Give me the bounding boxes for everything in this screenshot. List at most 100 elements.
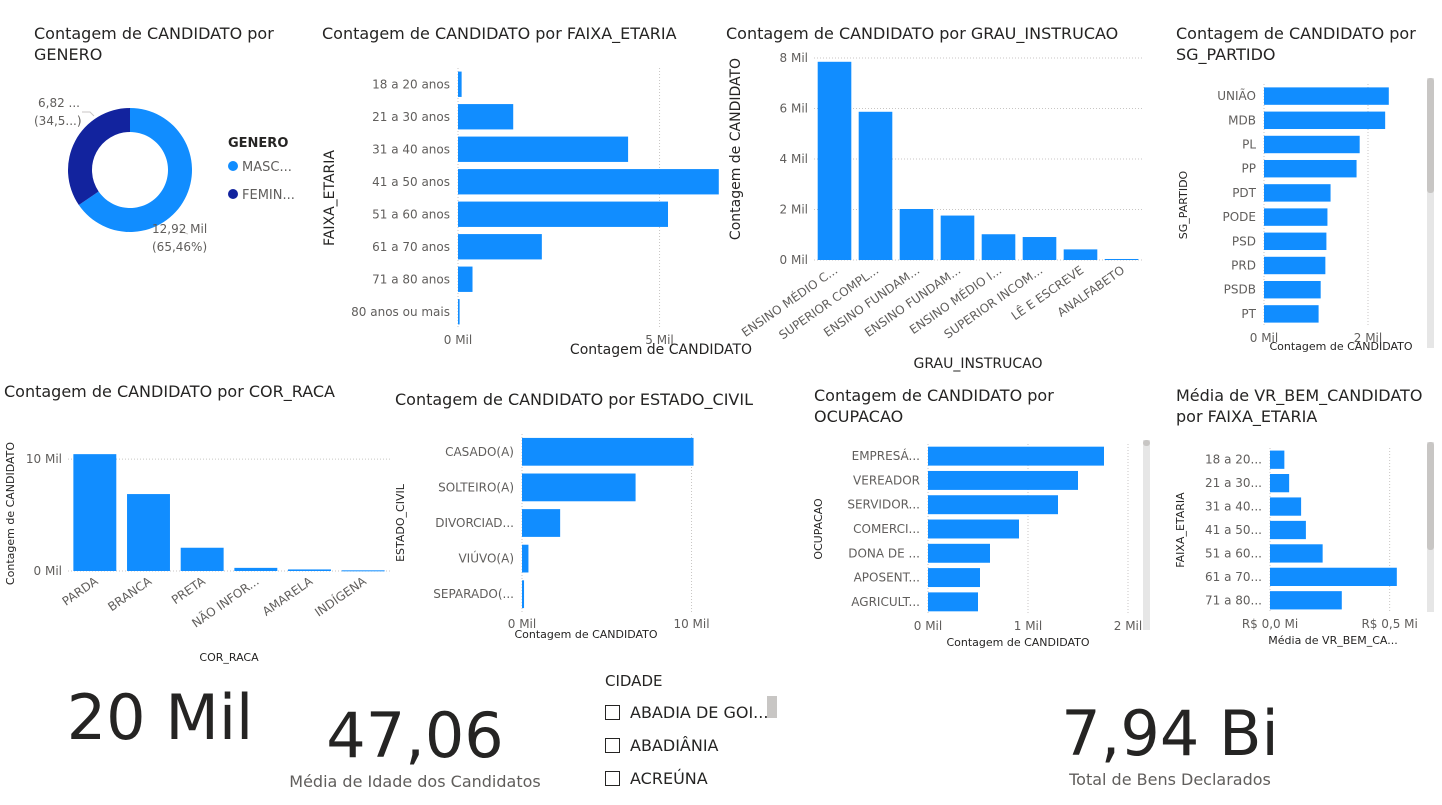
bar[interactable] bbox=[1264, 135, 1360, 154]
bar[interactable] bbox=[928, 519, 1019, 539]
bar[interactable] bbox=[522, 437, 694, 466]
bar[interactable] bbox=[522, 509, 561, 537]
donut-slice[interactable] bbox=[78, 108, 192, 232]
visual-grau-instrucao[interactable]: Contagem de CANDIDATO por GRAU_INSTRUCAO… bbox=[722, 20, 1162, 380]
bar[interactable] bbox=[928, 543, 990, 563]
x-tick-label: R$ 0,0 Mi bbox=[1242, 617, 1298, 631]
x-category-label: BRANCA bbox=[105, 574, 155, 615]
y-category-label: 21 a 30... bbox=[1205, 476, 1262, 490]
bar[interactable] bbox=[928, 568, 980, 588]
visual-ocupacao[interactable]: Contagem de CANDIDATO por OCUPACAO 0 Mil… bbox=[808, 384, 1164, 668]
scrollbar[interactable] bbox=[1143, 440, 1150, 630]
checkbox[interactable] bbox=[605, 738, 620, 753]
bar[interactable] bbox=[458, 104, 514, 130]
bar[interactable] bbox=[1264, 305, 1319, 323]
bar[interactable] bbox=[1264, 280, 1321, 299]
kpi-media-idade: 47,06 Média de Idade dos Candidatos bbox=[270, 704, 560, 792]
bar[interactable] bbox=[73, 454, 117, 571]
y-category-label: 41 a 50 anos bbox=[372, 175, 450, 189]
visual-cor-raca[interactable]: Contagem de CANDIDATO por COR_RACA 0 Mil… bbox=[0, 378, 395, 668]
bar[interactable] bbox=[1264, 232, 1327, 251]
bar[interactable] bbox=[234, 567, 278, 571]
bar[interactable] bbox=[180, 547, 224, 571]
slicer-item[interactable]: ABADIA DE GOI... bbox=[605, 696, 785, 729]
bar[interactable] bbox=[1264, 87, 1389, 105]
bar[interactable] bbox=[817, 61, 852, 260]
bar[interactable] bbox=[458, 266, 473, 292]
bar[interactable] bbox=[940, 215, 975, 260]
bar[interactable] bbox=[1270, 591, 1342, 610]
visual-estado-civil[interactable]: Contagem de CANDIDATO por ESTADO_CIVIL 0… bbox=[390, 386, 800, 668]
slicer-item[interactable]: ACREÚNA bbox=[605, 762, 785, 795]
y-category-label: PODE bbox=[1222, 210, 1256, 224]
slicer-cidade[interactable]: CIDADE ABADIA DE GOI... ABADIÂNIA ACREÚN… bbox=[595, 672, 785, 805]
y-category-label: 80 anos ou mais bbox=[351, 305, 450, 319]
bar[interactable] bbox=[458, 299, 460, 325]
x-axis-title: Contagem de CANDIDATO bbox=[514, 628, 657, 641]
bar[interactable] bbox=[522, 544, 529, 573]
donut-slice[interactable] bbox=[68, 108, 130, 206]
bar[interactable] bbox=[1104, 258, 1139, 260]
bar[interactable] bbox=[928, 470, 1078, 490]
bar[interactable] bbox=[1270, 520, 1306, 540]
bar-chart[interactable]: 0 Mil 2 Mil UNIÃO MDB PL PP PDT PODE PSD PRD PSDB P… bbox=[1170, 20, 1442, 380]
legend-label: FEMIN... bbox=[242, 188, 295, 203]
bar[interactable] bbox=[458, 71, 462, 97]
bar-chart[interactable]: R$ 0,0 Mi R$ 0,5 Mi 18 a 20... 21 a 30... 31… bbox=[1170, 384, 1442, 668]
x-tick-label: 0 Mil bbox=[444, 333, 472, 347]
bar[interactable] bbox=[1270, 474, 1290, 493]
visual-genero[interactable]: Contagem de CANDIDATO por GENERO 12,92 M… bbox=[28, 20, 318, 340]
slicer-item[interactable]: ABADIÂNIA bbox=[605, 729, 785, 762]
bar[interactable] bbox=[1270, 450, 1285, 469]
bar[interactable] bbox=[928, 446, 1104, 466]
bar[interactable] bbox=[1264, 208, 1328, 226]
visual-sg-partido[interactable]: Contagem de CANDIDATO por SG_PARTIDO 0 M… bbox=[1170, 20, 1442, 380]
bar[interactable] bbox=[522, 580, 525, 609]
bar[interactable] bbox=[127, 494, 170, 571]
bar[interactable] bbox=[981, 234, 1016, 260]
y-category-label: PSDB bbox=[1224, 283, 1256, 297]
bar[interactable] bbox=[458, 169, 719, 195]
bar[interactable] bbox=[522, 473, 636, 502]
checkbox[interactable] bbox=[605, 771, 620, 786]
bar[interactable] bbox=[928, 495, 1058, 515]
bar[interactable] bbox=[288, 569, 331, 571]
x-axis-title: GRAU_INSTRUCAO bbox=[914, 356, 1043, 372]
bar[interactable] bbox=[1264, 159, 1357, 178]
visual-faixa-etaria[interactable]: Contagem de CANDIDATO por FAIXA_ETARIA 0… bbox=[318, 20, 752, 380]
bar[interactable] bbox=[1264, 184, 1331, 202]
visual-bens-faixa[interactable]: Média de VR_BEM_CANDIDATO por FAIXA_ETAR… bbox=[1170, 384, 1442, 668]
bar[interactable] bbox=[1270, 497, 1302, 516]
bar[interactable] bbox=[458, 201, 669, 227]
y-category-label: AGRICULT... bbox=[851, 595, 920, 609]
checkbox[interactable] bbox=[605, 705, 620, 720]
scrollbar-thumb[interactable] bbox=[1143, 440, 1150, 446]
scrollbar-thumb[interactable] bbox=[1427, 442, 1434, 550]
bar-chart[interactable]: 0 Mil 10 Mil CASADO(A) SOLTEIRO(A) DIVORCIAD… bbox=[390, 386, 800, 668]
bar[interactable] bbox=[341, 570, 385, 572]
x-axis-title: Contagem de CANDIDATO bbox=[1269, 340, 1412, 353]
scrollbar[interactable] bbox=[1427, 78, 1434, 348]
bar[interactable] bbox=[1264, 111, 1386, 130]
chart-title: Contagem de CANDIDATO por GENERO bbox=[34, 24, 274, 64]
bar[interactable] bbox=[928, 592, 978, 612]
bar[interactable] bbox=[1063, 249, 1098, 260]
scrollbar-thumb[interactable] bbox=[1427, 78, 1434, 193]
bar[interactable] bbox=[458, 136, 629, 162]
bar-chart[interactable]: 0 Mil 5 Mil 18 a 20 anos 21 a 30 anos 31 a 4… bbox=[318, 20, 752, 380]
bar[interactable] bbox=[458, 234, 542, 260]
chart-title: Contagem de CANDIDATO por ESTADO_CIVIL bbox=[395, 390, 753, 409]
bar[interactable] bbox=[1270, 567, 1397, 586]
bar[interactable] bbox=[858, 111, 893, 260]
bar[interactable] bbox=[1270, 544, 1323, 563]
scrollbar-thumb[interactable] bbox=[767, 696, 777, 718]
bar[interactable] bbox=[1264, 256, 1326, 275]
bar[interactable] bbox=[899, 208, 934, 260]
donut-chart[interactable]: 12,92 Mil (65,46%) 6,82 ... (34,5...) GENERO… bbox=[28, 20, 318, 340]
bar[interactable] bbox=[1022, 237, 1057, 260]
bar-chart[interactable]: 0 Mil 1 Mil 2 Mil EMPRESÁ... VEREADOR SERVIDO… bbox=[808, 384, 1164, 668]
y-category-label: 31 a 40 anos bbox=[372, 142, 450, 156]
kpi-label: Total de Bens Declarados bbox=[1069, 770, 1271, 789]
